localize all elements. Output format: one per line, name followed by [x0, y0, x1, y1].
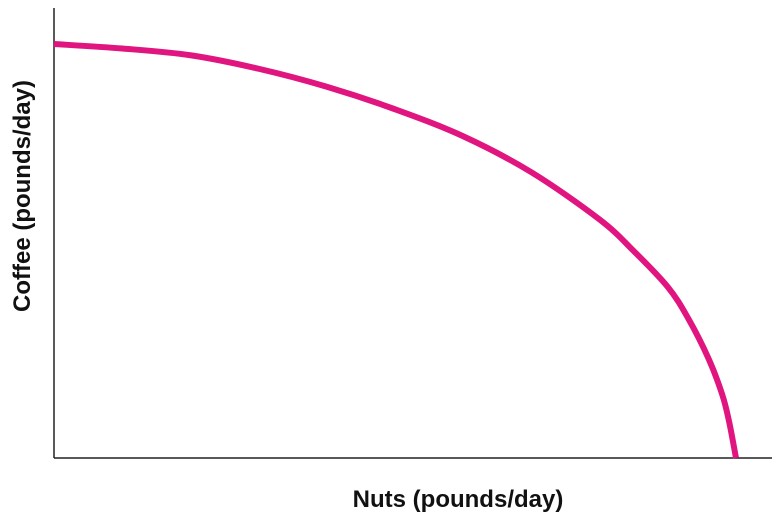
series-layer [53, 41, 739, 459]
y-axis-label: Coffee (pounds/day) [9, 80, 36, 312]
x-axis-label: Nuts (pounds/day) [353, 486, 564, 513]
ppf-curve-line-0 [53, 41, 739, 459]
